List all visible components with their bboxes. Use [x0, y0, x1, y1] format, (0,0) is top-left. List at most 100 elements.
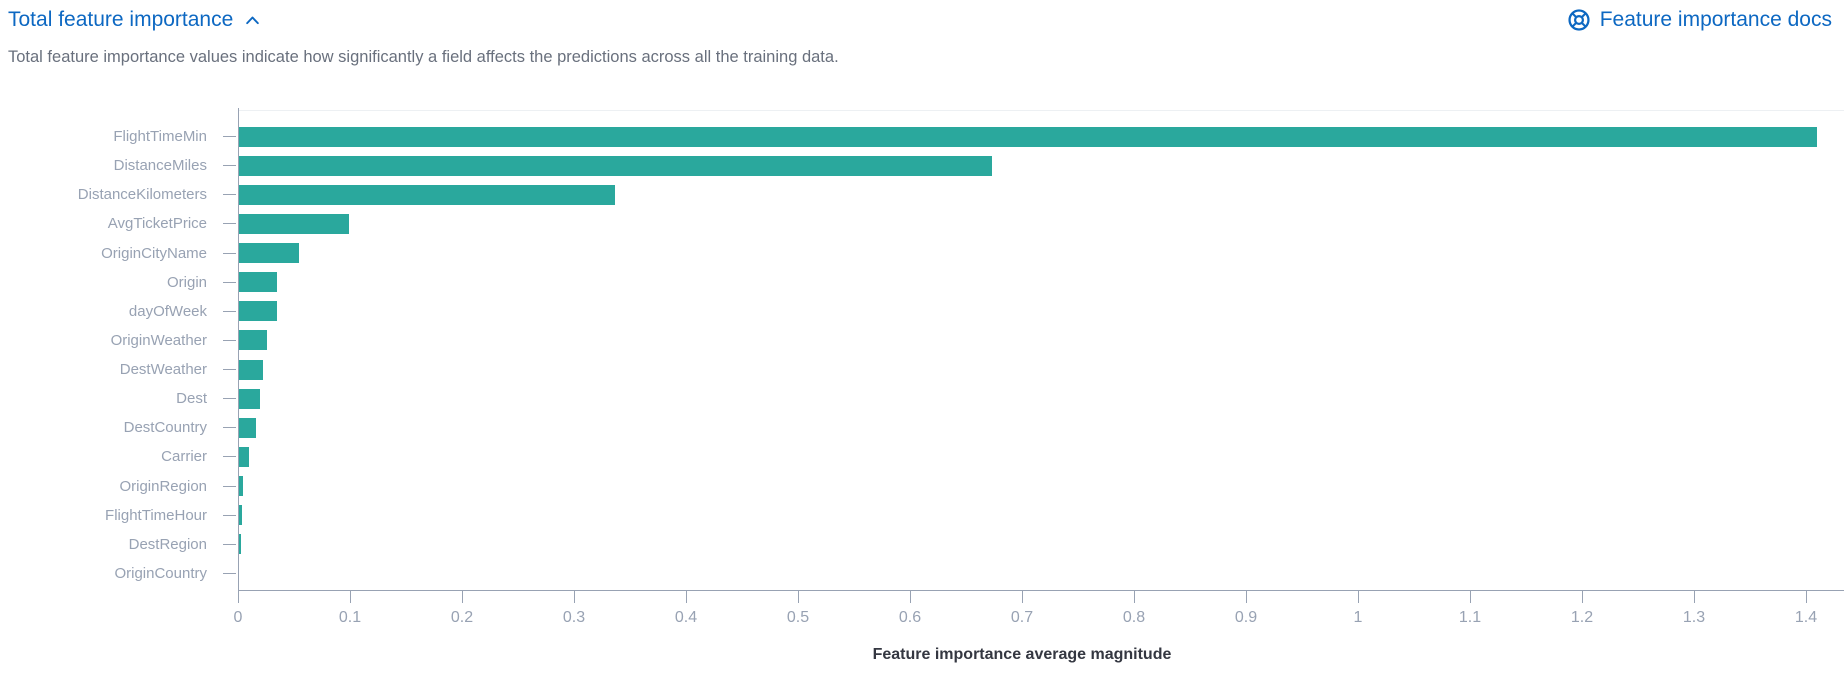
bar — [238, 184, 616, 205]
bar — [238, 330, 268, 351]
y-axis-tick — [223, 427, 236, 429]
x-axis-tick-label: 0.4 — [674, 609, 698, 626]
bar-track — [238, 155, 1844, 176]
chart-row: Dest — [0, 384, 1844, 413]
bar-track — [238, 213, 1844, 234]
x-axis-tick-mark — [350, 590, 351, 603]
y-axis-label: Origin — [166, 273, 207, 291]
x-axis-tick-label: 0.6 — [898, 609, 922, 626]
y-axis-tick — [223, 456, 236, 458]
y-axis-tick — [223, 223, 236, 225]
chart-row: OriginWeather — [0, 326, 1844, 355]
y-axis-label: OriginWeather — [110, 331, 207, 349]
bar-track — [238, 476, 1844, 497]
chart-row: AvgTicketPrice — [0, 209, 1844, 238]
bar — [238, 534, 241, 555]
y-axis-label: FlightTimeMin — [113, 128, 207, 146]
feature-importance-docs-link[interactable]: Feature importance docs — [1567, 8, 1832, 32]
chart-row: DistanceKilometers — [0, 180, 1844, 209]
bar-track — [238, 243, 1844, 264]
chart-row: Carrier — [0, 442, 1844, 471]
bar-track — [238, 534, 1844, 555]
x-axis-tick-mark — [462, 590, 463, 603]
x-axis-line — [238, 590, 1844, 591]
bar-track — [238, 126, 1844, 147]
chart-row: DistanceMiles — [0, 151, 1844, 180]
bar-track — [238, 505, 1844, 526]
x-axis-tick-mark — [574, 590, 575, 603]
chart-row: OriginCountry — [0, 559, 1844, 588]
chart-rows: FlightTimeMin DistanceMiles DistanceKilome… — [0, 122, 1844, 588]
chevron-up-icon — [246, 16, 260, 24]
x-axis-tick-label: 0.7 — [1010, 609, 1034, 626]
y-axis-label: FlightTimeHour — [105, 506, 207, 524]
y-axis-tick — [223, 339, 236, 341]
bar — [238, 446, 250, 467]
x-axis-tick-mark — [1806, 590, 1807, 603]
x-axis-tick-label: 0.8 — [1122, 609, 1146, 626]
y-axis-label: DestWeather — [119, 361, 207, 379]
plot-top-gridline — [238, 110, 1844, 111]
y-axis-tick — [223, 165, 236, 167]
bar — [238, 243, 299, 264]
x-axis-ticks: 0 0.1 0.2 0.3 0.4 0.5 0.6 0.7 0.8 0.9 1 1.1 1.2 1.3 1.… — [234, 590, 1817, 634]
bar-track — [238, 330, 1844, 351]
section-title: Total feature importance — [8, 8, 234, 31]
y-axis-line — [238, 108, 239, 590]
chart-row: OriginRegion — [0, 472, 1844, 501]
bar — [238, 301, 278, 322]
bar — [238, 505, 242, 526]
x-axis-tick-mark — [1246, 590, 1247, 603]
y-axis-tick — [223, 369, 236, 371]
y-axis-tick — [223, 485, 236, 487]
bar — [238, 417, 256, 438]
help-lifebuoy-icon — [1568, 9, 1590, 31]
chart-row: FlightTimeHour — [0, 501, 1844, 530]
x-axis-tick-mark — [1694, 590, 1695, 603]
x-axis-tick-mark — [1134, 590, 1135, 603]
chart-row: DestRegion — [0, 530, 1844, 559]
y-axis-label: OriginCityName — [101, 244, 207, 262]
chart-row: dayOfWeek — [0, 297, 1844, 326]
y-axis-tick — [223, 136, 236, 138]
y-axis-label: Dest — [176, 390, 207, 408]
x-axis-tick-label: 0.2 — [450, 609, 474, 626]
x-axis-tick-mark — [238, 590, 239, 603]
y-axis-tick — [223, 514, 236, 516]
x-axis-tick-label: 0.3 — [562, 609, 586, 626]
bar — [238, 476, 243, 497]
bar-track — [238, 359, 1844, 380]
bar-track — [238, 417, 1844, 438]
chart-row: Origin — [0, 268, 1844, 297]
x-axis-tick-mark — [1582, 590, 1583, 603]
y-axis-tick — [223, 252, 236, 254]
x-axis-title: Feature importance average magnitude — [872, 646, 1172, 663]
bar-track — [238, 446, 1844, 467]
docs-link-label: Feature importance docs — [1599, 8, 1832, 31]
chart-row: DestWeather — [0, 355, 1844, 384]
x-axis-tick-label: 1.1 — [1458, 609, 1482, 626]
x-axis-tick-label: 1.3 — [1682, 609, 1706, 626]
x-axis-tick-mark — [798, 590, 799, 603]
x-axis-tick-label: 0.5 — [786, 609, 810, 626]
y-axis-label: OriginCountry — [114, 564, 207, 582]
chart-row: OriginCityName — [0, 239, 1844, 268]
y-axis-label: Carrier — [161, 448, 207, 466]
y-axis-tick — [223, 194, 236, 196]
chart-row: DestCountry — [0, 413, 1844, 442]
x-axis-tick-mark — [1358, 590, 1359, 603]
y-axis-tick — [223, 543, 236, 545]
y-axis-label: DistanceMiles — [113, 157, 207, 175]
bar — [238, 272, 278, 293]
bar — [238, 213, 349, 234]
y-axis-label: AvgTicketPrice — [107, 215, 207, 233]
x-axis-tick-mark — [910, 590, 911, 603]
x-axis-tick-label: 1.2 — [1570, 609, 1594, 626]
bar-track — [238, 272, 1844, 293]
total-feature-importance-accordion-toggle[interactable]: Total feature importance — [8, 8, 261, 32]
x-axis-tick-label: 1 — [1353, 609, 1363, 626]
y-axis-tick — [223, 398, 236, 400]
y-axis-label: DistanceKilometers — [77, 186, 207, 204]
